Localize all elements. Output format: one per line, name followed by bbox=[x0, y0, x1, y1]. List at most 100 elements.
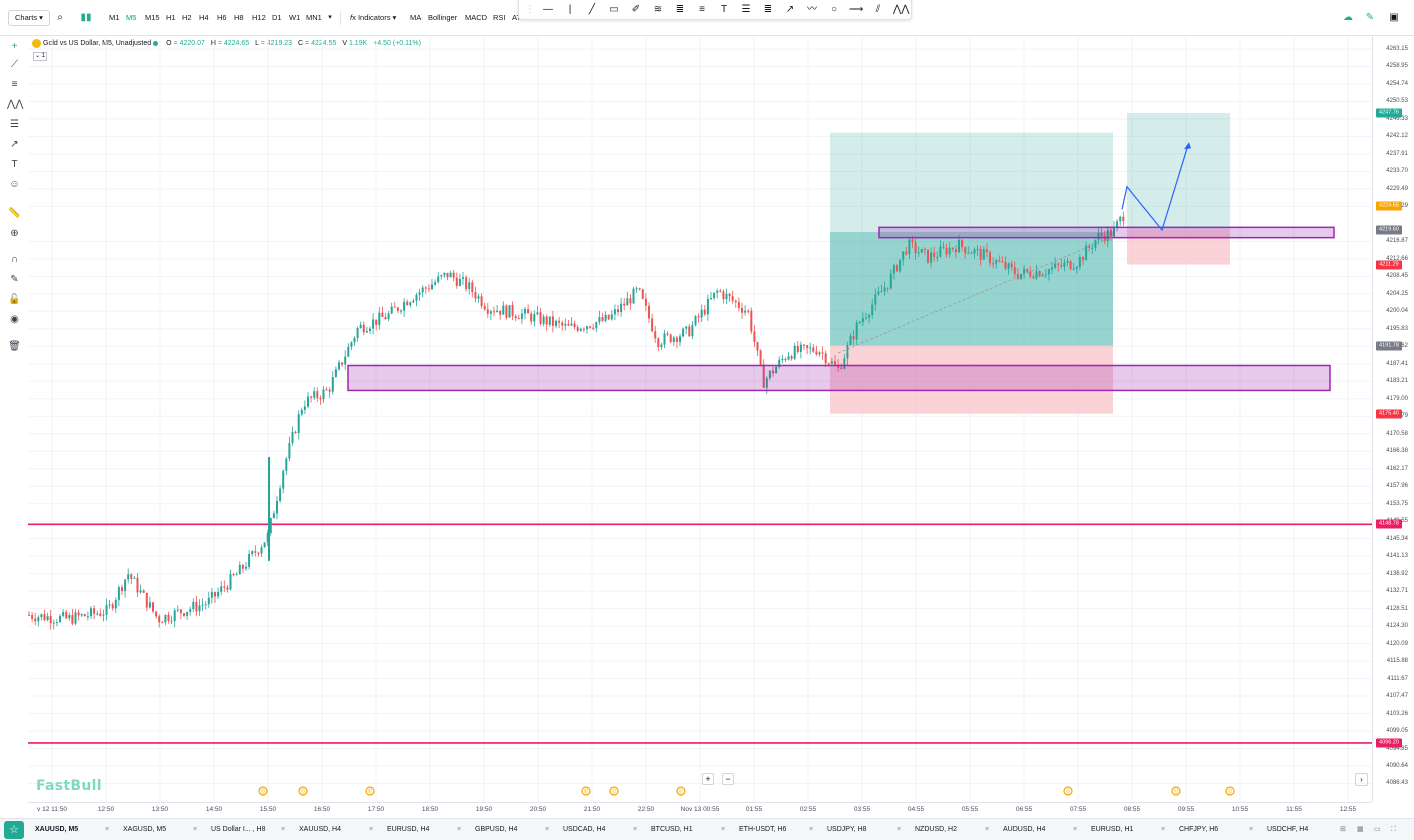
trend-line-icon[interactable]: ╱ bbox=[588, 4, 596, 15]
drawing-mode-icon[interactable]: ✎ bbox=[10, 274, 19, 285]
symbol-tab[interactable]: GBPUSD, H4 bbox=[475, 826, 518, 833]
close-tab-icon[interactable]: × bbox=[633, 826, 638, 833]
symbol-tab[interactable]: USDJPY, H8 bbox=[827, 826, 867, 833]
close-tab-icon[interactable]: × bbox=[1073, 826, 1078, 833]
close-tab-icon[interactable]: × bbox=[281, 826, 286, 833]
horizontal-lines-icon[interactable]: ≡ bbox=[11, 79, 18, 90]
symbol-tab[interactable]: NZDUSD, H2 bbox=[915, 826, 958, 833]
indicator-ma[interactable]: MA bbox=[410, 13, 422, 22]
candlestick-type-icon[interactable]: ▮▮ bbox=[80, 12, 92, 23]
symbol-tab[interactable]: ETH-USDT, H6 bbox=[739, 826, 787, 833]
close-tab-icon[interactable]: × bbox=[457, 826, 462, 833]
lock-icon[interactable]: 🔓 bbox=[8, 294, 21, 305]
symbol-tab[interactable]: XAUUSD, M5 bbox=[35, 826, 79, 833]
crosshair-icon[interactable]: + bbox=[11, 41, 18, 52]
fib-extension-icon[interactable]: ≡ bbox=[699, 4, 705, 15]
close-tab-icon[interactable]: × bbox=[369, 826, 374, 833]
symbol-tab[interactable]: CHFJPY, H6 bbox=[1179, 826, 1219, 833]
tf-h6[interactable]: H6 bbox=[217, 13, 227, 22]
text-tool-icon[interactable]: T bbox=[11, 159, 18, 170]
candle-body bbox=[548, 316, 551, 325]
cloud-upload-icon[interactable]: ☁ bbox=[1343, 12, 1353, 23]
chevron-down-icon[interactable]: ▾ bbox=[328, 14, 332, 21]
pattern-icon[interactable]: ⋀⋀ bbox=[7, 99, 24, 110]
tf-h1[interactable]: H1 bbox=[166, 13, 176, 22]
symbol-tab[interactable]: XAGUSD, M5 bbox=[123, 826, 167, 833]
rectangle-icon[interactable]: ▭ bbox=[609, 4, 619, 15]
symbol-tab[interactable]: EURUSD, H4 bbox=[387, 826, 430, 833]
edit-icon[interactable]: ✎ bbox=[1365, 12, 1375, 23]
ruler-icon[interactable]: 📏 bbox=[8, 208, 21, 219]
close-tab-icon[interactable]: × bbox=[1161, 826, 1166, 833]
fullscreen-icon[interactable]: ⛶ bbox=[1391, 826, 1396, 833]
zoom-in-button[interactable]: + bbox=[702, 773, 714, 785]
indicator-macd[interactable]: MACD bbox=[465, 13, 488, 22]
tf-m1[interactable]: M1 bbox=[109, 13, 120, 22]
zoom-out-button[interactable]: − bbox=[722, 773, 734, 785]
close-tab-icon[interactable]: × bbox=[193, 826, 198, 833]
tf-m5[interactable]: M5 bbox=[126, 13, 137, 22]
close-tab-icon[interactable]: × bbox=[721, 826, 726, 833]
gann-fan-icon[interactable]: ☰ bbox=[741, 4, 751, 15]
ray-icon[interactable]: ⟶ bbox=[849, 4, 864, 15]
fib-retracement-icon[interactable]: ≣ bbox=[675, 4, 685, 15]
tf-h2[interactable]: H2 bbox=[182, 13, 192, 22]
symbol-tab[interactable]: EURUSD, H1 bbox=[1091, 826, 1134, 833]
grid-layout-icon[interactable]: ▦ bbox=[1357, 826, 1364, 833]
camera-icon[interactable]: ▣ bbox=[1389, 12, 1399, 23]
pitchfork-icon[interactable]: ≣ bbox=[763, 4, 773, 15]
magnet-icon[interactable]: ∩ bbox=[10, 254, 19, 265]
indicators-button[interactable]: fx Indicators ▾ bbox=[350, 13, 397, 22]
time-axis[interactable]: v 12 11:50 12:50 13:50 14:50 15:50 16:50 17:50… bbox=[28, 802, 1372, 816]
price-chart[interactable]: © © © © © © © © © bbox=[28, 36, 1372, 802]
close-tab-icon[interactable]: × bbox=[897, 826, 902, 833]
candle-body bbox=[204, 604, 207, 606]
tf-h4[interactable]: H4 bbox=[199, 13, 209, 22]
tf-h8[interactable]: H8 bbox=[234, 13, 244, 22]
annotation-icon[interactable]: ☺ bbox=[9, 179, 20, 190]
symbol-tab[interactable]: XAUUSD, H4 bbox=[299, 826, 342, 833]
indicator-rsi[interactable]: RSI bbox=[493, 13, 506, 22]
close-tab-icon[interactable]: × bbox=[809, 826, 814, 833]
vertical-line-icon[interactable]: | bbox=[568, 4, 572, 15]
layout-icon[interactable]: ⊞ bbox=[1340, 826, 1346, 833]
tf-m15[interactable]: M15 bbox=[145, 13, 160, 22]
parallel-channel-icon[interactable]: ≋ bbox=[653, 4, 663, 15]
indicators-collapse-toggle[interactable]: ⌄ 1 bbox=[33, 52, 47, 61]
symbol-tab[interactable]: AUDUSD, H4 bbox=[1003, 826, 1046, 833]
trash-icon[interactable]: 🗑 bbox=[8, 341, 21, 352]
tf-h12[interactable]: H12 bbox=[252, 13, 266, 22]
eye-icon[interactable]: ◉ bbox=[10, 314, 19, 325]
window-icon[interactable]: ▭ bbox=[1374, 826, 1381, 833]
path-icon[interactable]: 〰 bbox=[807, 4, 817, 15]
drag-handle-icon[interactable]: ⋮ bbox=[525, 4, 535, 15]
circle-icon[interactable]: ○ bbox=[830, 4, 838, 15]
horizontal-line-icon[interactable]: — bbox=[543, 4, 553, 15]
indicator-bollinger[interactable]: Bollinger bbox=[428, 13, 458, 22]
fib-tool-icon[interactable]: ☰ bbox=[10, 119, 19, 130]
forecast-icon[interactable]: ↗ bbox=[10, 139, 19, 150]
close-tab-icon[interactable]: × bbox=[985, 826, 990, 833]
charts-menu-button[interactable]: Charts ▾ bbox=[8, 10, 50, 26]
elliott-wave-icon[interactable]: ⋀⋀ bbox=[893, 4, 910, 15]
symbol-tab[interactable]: USDCAD, H4 bbox=[563, 826, 606, 833]
double-line-icon[interactable]: ⫽ bbox=[875, 4, 881, 15]
price-axis[interactable]: 4263.15 4258.95 4254.74 4250.53 4246.33 4242.… bbox=[1372, 36, 1414, 802]
arrow-icon[interactable]: ↗ bbox=[785, 4, 795, 15]
tf-mn1[interactable]: MN1 bbox=[306, 13, 322, 22]
symbol-tab[interactable]: BTCUSD, H1 bbox=[651, 826, 693, 833]
tf-w1[interactable]: W1 bbox=[289, 13, 301, 22]
symbol-tab[interactable]: USDCHF, H4 bbox=[1267, 826, 1309, 833]
text-icon[interactable]: T bbox=[720, 4, 728, 15]
trend-line-tool-icon[interactable]: ⟋ bbox=[11, 59, 18, 70]
close-tab-icon[interactable]: × bbox=[545, 826, 550, 833]
star-icon[interactable]: ☆ bbox=[4, 821, 24, 839]
zoom-in-icon[interactable]: ⊕ bbox=[10, 228, 19, 239]
close-tab-icon[interactable]: × bbox=[1249, 826, 1254, 833]
close-tab-icon[interactable]: × bbox=[105, 826, 110, 833]
symbol-tab[interactable]: US Dollar I... , H8 bbox=[211, 826, 266, 833]
tf-d1[interactable]: D1 bbox=[272, 13, 282, 22]
search-icon[interactable]: ⌕ bbox=[57, 12, 63, 23]
brush-icon[interactable]: ✐ bbox=[631, 4, 641, 15]
scroll-right-button[interactable]: › bbox=[1355, 773, 1368, 786]
